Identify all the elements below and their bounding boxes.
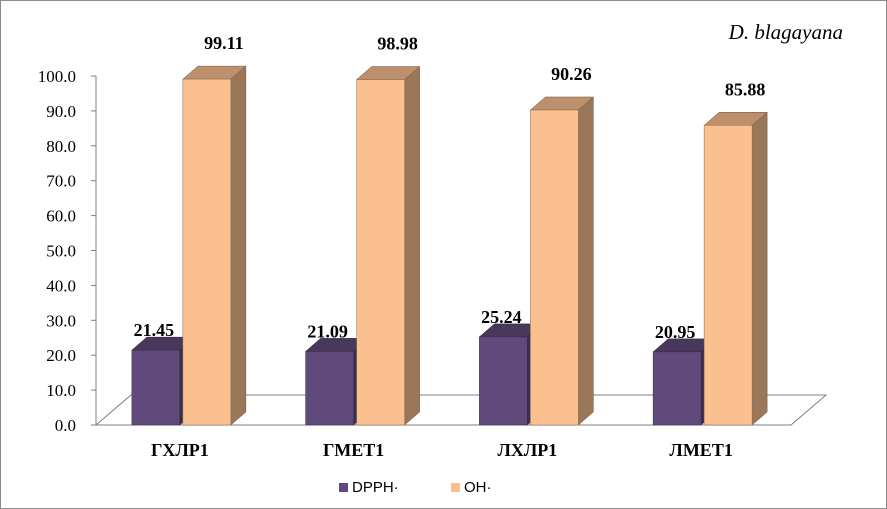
- data-labels: 21.45 99.11 21.09 98.98 25.24 90.26 20.95 85.88: [134, 33, 766, 342]
- data-label: 20.95: [655, 322, 696, 342]
- y-tick-label: 30.0: [46, 311, 76, 330]
- y-tick-label: 50.0: [46, 242, 76, 261]
- data-label: 99.11: [204, 33, 244, 53]
- bar-front: [652, 351, 702, 426]
- y-tick-label: 80.0: [46, 137, 76, 156]
- bar-front: [479, 336, 528, 426]
- x-axis-labels: ГХЛР1 ГМЕТ1 ЛХЛР1 ЛМЕТ1: [151, 440, 733, 460]
- legend-label-oh: OH·: [464, 479, 492, 496]
- y-tick-label: 0.0: [55, 416, 76, 435]
- data-label: 21.09: [307, 321, 348, 341]
- data-label: 85.88: [725, 79, 766, 99]
- category-label: ГМЕТ1: [323, 440, 384, 460]
- data-label: 98.98: [377, 34, 418, 54]
- legend-swatch-dpph: [339, 483, 348, 492]
- bar-side: [404, 66, 420, 426]
- y-tick-label: 70.0: [46, 172, 76, 191]
- legend: DPPH· OH·: [339, 479, 492, 496]
- bar-oh-3: [529, 96, 595, 426]
- y-tick-label: 40.0: [46, 276, 76, 295]
- y-tick-label: 100.0: [38, 67, 76, 86]
- bar-front: [305, 351, 354, 426]
- y-tick-label: 10.0: [46, 381, 76, 400]
- data-label: 25.24: [481, 307, 522, 327]
- data-label: 21.45: [134, 320, 175, 340]
- bar-front: [530, 109, 579, 426]
- data-label: 90.26: [551, 64, 592, 84]
- category-label: ЛХЛР1: [497, 440, 557, 460]
- y-tick-label: 60.0: [46, 207, 76, 226]
- category-label: ЛМЕТ1: [669, 440, 732, 460]
- bar-front: [182, 78, 232, 426]
- bar-side: [578, 96, 594, 426]
- legend-swatch-oh: [451, 483, 460, 492]
- y-axis: 0.0 10.0 20.0 30.0 40.0 50.0 60.0 70.0 80.0 90.0 1…: [38, 67, 97, 435]
- bar-oh-2: [355, 66, 421, 426]
- chart-title: D. blagayana: [728, 20, 843, 44]
- legend-label-dpph: DPPH·: [352, 479, 399, 496]
- bar-side: [230, 65, 247, 426]
- bars: [131, 65, 768, 426]
- y-tick-label: 90.0: [46, 102, 76, 121]
- category-label: ГХЛР1: [151, 440, 209, 460]
- bar-front: [131, 349, 181, 426]
- bar-oh-4: [703, 111, 768, 426]
- bar-front: [356, 79, 405, 426]
- bar-front: [703, 125, 753, 426]
- bar-oh-1: [182, 65, 247, 426]
- bar-side: [751, 111, 768, 426]
- y-tick-label: 20.0: [46, 346, 76, 365]
